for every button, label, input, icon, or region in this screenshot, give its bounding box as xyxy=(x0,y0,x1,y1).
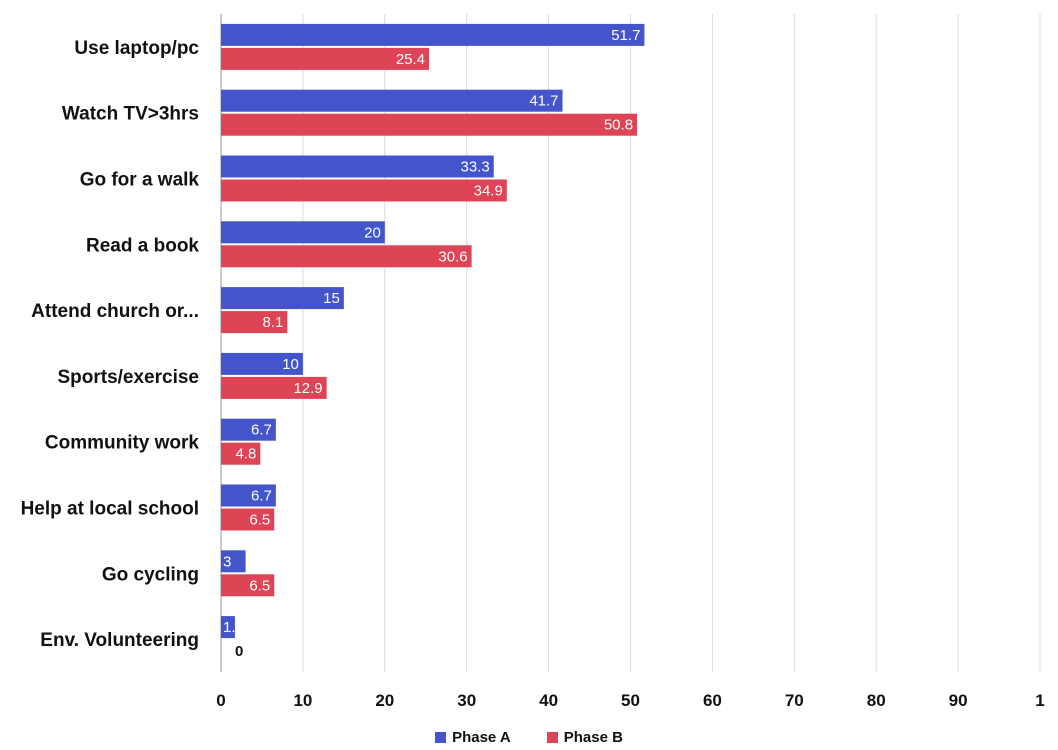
legend-label-phase-b: Phase B xyxy=(563,728,623,746)
bar-value-label: 6.7 xyxy=(251,488,272,505)
x-tick-label: 10 xyxy=(293,691,312,710)
bar-value-label: 50.8 xyxy=(604,117,633,134)
bar-value-label: 10 xyxy=(282,356,299,373)
bar xyxy=(221,376,327,399)
bar-value-label: 30.6 xyxy=(438,248,467,265)
bar-value-label: 12.9 xyxy=(293,380,322,397)
bar-value-label: 8.1 xyxy=(262,314,283,331)
legend-item-phase-a: Phase A xyxy=(435,726,511,748)
legend-item-phase-b: Phase B xyxy=(546,726,623,748)
category-label: Env. Volunteering xyxy=(40,630,199,651)
x-axis-ticks: 0 10 20 30 40 50 60 70 80 90 1 xyxy=(216,691,1044,710)
bar xyxy=(221,89,563,112)
bar xyxy=(221,221,385,244)
bar xyxy=(221,287,344,310)
x-tick-label: 30 xyxy=(457,691,476,710)
bar xyxy=(221,155,494,178)
bar-value-label: 4.8 xyxy=(235,446,256,463)
x-tick-label: 60 xyxy=(703,691,722,710)
bar xyxy=(221,179,507,202)
bar xyxy=(221,311,288,334)
bar-value-label: 0 xyxy=(235,643,243,660)
category-label: Go for a walk xyxy=(80,170,200,191)
bar-value-label: 6.5 xyxy=(249,577,270,594)
bar-value-label: 1. xyxy=(223,619,236,636)
x-tick-label: 1 xyxy=(1035,691,1044,710)
bar-value-label: 25.4 xyxy=(396,51,425,68)
category-label: Go cycling xyxy=(102,564,199,585)
legend-swatch-phase-a xyxy=(435,731,447,743)
legend-swatch-phase-b xyxy=(546,731,558,743)
category-label: Sports/exercise xyxy=(57,367,199,388)
category-label: Read a book xyxy=(86,235,199,256)
bar xyxy=(221,113,638,136)
bar xyxy=(221,550,246,573)
category-label: Watch TV>3hrs xyxy=(62,104,199,125)
bar xyxy=(221,574,275,597)
gridlines xyxy=(220,14,1041,672)
bar xyxy=(221,245,472,268)
category-label: Community work xyxy=(45,433,200,454)
bar-value-label: 3 xyxy=(223,553,231,570)
bar xyxy=(221,508,275,531)
legend: Phase A Phase B xyxy=(0,726,1058,748)
bar xyxy=(221,352,303,375)
category-label: Help at local school xyxy=(21,499,199,520)
bar-value-label: 15 xyxy=(323,290,340,307)
x-tick-label: 0 xyxy=(216,691,225,710)
legend-label-phase-a: Phase A xyxy=(452,728,511,746)
bar-value-label: 20 xyxy=(364,224,381,241)
x-tick-label: 90 xyxy=(949,691,968,710)
bar-value-label: 41.7 xyxy=(529,93,558,110)
bars xyxy=(221,23,645,639)
x-tick-label: 40 xyxy=(539,691,558,710)
x-tick-label: 70 xyxy=(785,691,804,710)
bar-value-label: 51.7 xyxy=(611,27,640,44)
bar xyxy=(221,616,235,639)
bar xyxy=(221,23,645,46)
category-label: Use laptop/pc xyxy=(74,38,199,59)
x-tick-label: 20 xyxy=(375,691,394,710)
bar-value-label: 6.5 xyxy=(249,512,270,529)
bar-value-labels: 51.7 25.4 41.7 50.8 33.3 34.9 20 30.6 15 8.1 10 12.… xyxy=(223,27,640,660)
bar-value-label: 33.3 xyxy=(461,159,490,176)
bar-value-label: 34.9 xyxy=(474,183,503,200)
bar xyxy=(221,442,261,465)
x-tick-label: 50 xyxy=(621,691,640,710)
category-label: Attend church or... xyxy=(31,301,199,322)
bar-value-label: 6.7 xyxy=(251,422,272,439)
x-tick-label: 80 xyxy=(867,691,886,710)
bar-chart: 0 10 20 30 40 50 60 70 80 90 1 Use laptop/pcWatch … xyxy=(21,14,1045,710)
category-labels: Use laptop/pc Watch TV>3hrs Go for a walk R… xyxy=(21,38,200,651)
bar xyxy=(221,484,276,507)
bar xyxy=(221,47,430,70)
bar xyxy=(221,418,276,441)
